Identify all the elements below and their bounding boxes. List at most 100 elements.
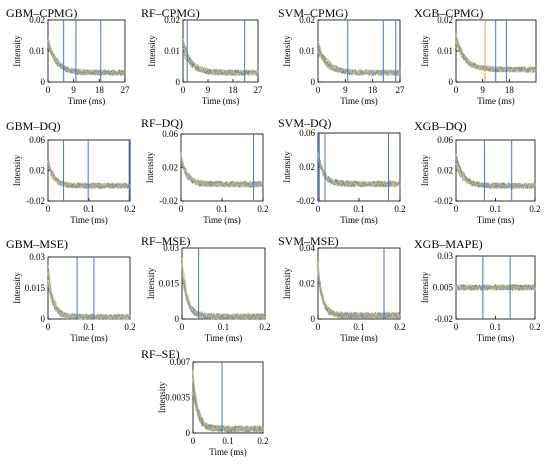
x-tick-label: 0.2 — [257, 204, 268, 214]
panel: RF–MSE) 0 0.015 0.03 0 0.1 0.2 Time (ms) Intensi… — [141, 234, 271, 343]
sample-trace — [317, 272, 401, 320]
y-axis-label: Intensity — [282, 35, 292, 67]
panel: GBM–MSE) 0 0.015 0.03 0 0.1 0.2 Time (ms) Intens… — [6, 237, 136, 343]
x-tick-label: 0.1 — [490, 322, 501, 332]
y-tick-label: 0 — [311, 314, 316, 324]
panel-title: GBM–CPMG) — [6, 6, 77, 20]
y-tick-label: 0.06 — [162, 129, 178, 139]
sample-trace — [181, 275, 266, 321]
sample-trace — [455, 163, 536, 190]
axes-frame — [455, 139, 536, 202]
y-tick-label: 0 — [41, 77, 46, 87]
sample-trace — [47, 43, 126, 76]
panel-title: GBM–DQ) — [6, 119, 61, 133]
y-tick-label: 0 — [175, 314, 180, 324]
x-tick-label: 0.2 — [259, 322, 270, 332]
sample-trace — [47, 284, 131, 321]
x-tick-label: 0 — [46, 322, 51, 332]
panel: XGB–DQ) -0.02 0.02 0.06 0 0.1 0.2 Time (ms) Inte… — [414, 119, 541, 225]
y-axis-label: Intensity — [12, 35, 22, 67]
x-tick-label: 0.2 — [124, 204, 135, 214]
x-tick-label: 0.1 — [490, 204, 501, 214]
y-axis-label: Intensity — [146, 267, 156, 299]
y-axis-label: Intensity — [12, 154, 22, 186]
x-tick-label: 0.1 — [83, 204, 94, 214]
x-axis-label: Time (ms) — [477, 333, 514, 343]
panel-title: SVM–MSE) — [278, 234, 339, 248]
x-tick-label: 18 — [505, 85, 515, 95]
x-axis-label: Time (ms) — [340, 96, 377, 106]
y-axis-label: Intensity — [147, 35, 157, 67]
x-tick-label: 0.2 — [529, 322, 540, 332]
panel: SVM–CPMG) 0 0.01 0.02 0 9 18 27 Time (ms) Intensi… — [278, 6, 405, 106]
x-tick-label: 27 — [254, 85, 264, 95]
sample-trace — [192, 378, 264, 433]
panel: RF–DQ) -0.02 0.02 0.06 0 0.1 0.2 Time (ms) Inten… — [141, 116, 269, 225]
sample-trace — [180, 162, 264, 189]
sample-trace — [317, 158, 401, 188]
axes-frame — [317, 132, 401, 202]
y-axis-label: Intensity — [157, 381, 167, 413]
axes-frame — [181, 247, 266, 320]
x-tick-label: 0 — [316, 85, 321, 95]
y-axis-label: Intensity — [420, 271, 430, 303]
x-axis-label: Time (ms) — [68, 96, 105, 106]
y-tick-label: 0.02 — [299, 162, 315, 172]
x-tick-label: 0.1 — [218, 322, 229, 332]
x-axis-label: Time (ms) — [70, 333, 107, 343]
x-axis-label: Time (ms) — [209, 447, 246, 457]
x-tick-label: 0.1 — [222, 436, 233, 446]
sample-trace — [317, 49, 401, 77]
x-axis-label: Time (ms) — [340, 215, 377, 225]
sample-trace — [182, 44, 259, 76]
x-tick-label: 0 — [454, 204, 459, 214]
x-tick-label: 18 — [95, 85, 105, 95]
y-tick-label: 0.03 — [437, 251, 453, 261]
x-tick-label: 0.1 — [216, 204, 227, 214]
y-tick-label: 0.01 — [164, 46, 180, 56]
y-tick-label: 0 — [176, 77, 181, 87]
y-tick-label: 0.015 — [25, 283, 46, 293]
y-axis-label: Intensity — [282, 151, 292, 183]
x-tick-label: 0 — [454, 322, 459, 332]
y-tick-label: 0.01 — [437, 46, 453, 56]
sample-trace — [317, 159, 401, 188]
panel: GBM–CPMG) 0 0.01 0.02 0 9 18 27 Time (ms) Intensi… — [6, 6, 130, 106]
x-axis-label: Time (ms) — [202, 96, 239, 106]
x-tick-label: 0 — [46, 204, 51, 214]
sample-trace — [47, 39, 126, 77]
panel: RF–SE) 0 0.0035 0.007 0 0.1 0.2 Time (ms) Intens… — [141, 347, 269, 457]
y-tick-label: -0.02 — [159, 196, 178, 206]
y-tick-label: 0.06 — [299, 128, 315, 138]
y-tick-label: 0.02 — [164, 15, 180, 25]
sample-trace — [47, 273, 131, 321]
x-tick-label: 18 — [229, 85, 239, 95]
x-tick-label: 9 — [206, 85, 211, 95]
x-tick-label: 0 — [180, 322, 185, 332]
panel-title: GBM–MSE) — [6, 237, 68, 251]
axes-frame — [47, 139, 131, 202]
x-tick-label: 0.2 — [529, 204, 540, 214]
y-tick-label: 0.01 — [29, 46, 45, 56]
y-tick-label: 0.02 — [29, 15, 45, 25]
panel: GBM–DQ) -0.02 0.02 0.06 0 0.1 0.2 Time (ms) Inte… — [6, 119, 136, 225]
panel: XGB–MAPE) -0.02 0.005 0.03 0 0.1 0.2 Time (ms) I… — [414, 237, 541, 343]
x-tick-label: 9 — [480, 85, 485, 95]
sample-trace — [180, 155, 264, 189]
axes-frame — [180, 133, 264, 202]
panel-title: SVM–DQ) — [278, 116, 331, 130]
y-tick-label: 0.02 — [299, 279, 315, 289]
y-tick-label: 0.06 — [437, 135, 453, 145]
panel-title: XGB–DQ) — [414, 119, 467, 133]
x-tick-label: 0 — [179, 204, 184, 214]
x-tick-label: 0.2 — [394, 204, 405, 214]
y-tick-label: 0.02 — [29, 166, 45, 176]
x-axis-label: Time (ms) — [477, 215, 514, 225]
x-tick-label: 9 — [343, 85, 348, 95]
x-axis-label: Time (ms) — [477, 96, 514, 106]
y-tick-label: 0.02 — [437, 166, 453, 176]
sample-trace — [455, 283, 536, 292]
y-axis-label: Intensity — [420, 35, 430, 67]
